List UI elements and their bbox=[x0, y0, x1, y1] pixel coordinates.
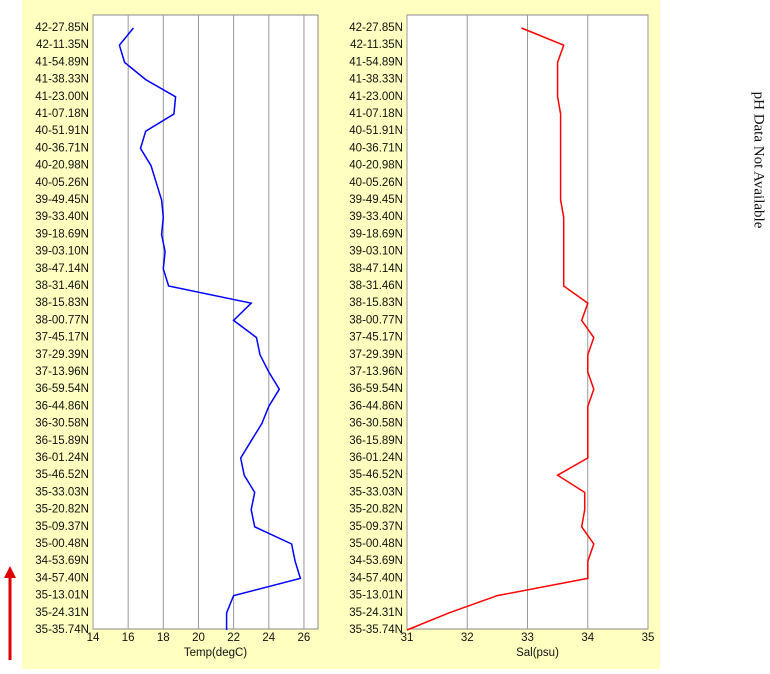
y-tick-label: 38-00.77N bbox=[349, 314, 403, 326]
y-tick-label: 41-23.00N bbox=[349, 91, 403, 103]
y-tick-label: 35-33.03N bbox=[35, 486, 89, 498]
arrow-head bbox=[4, 566, 16, 578]
y-tick-label: 35-09.37N bbox=[349, 521, 403, 533]
y-tick-label: 37-29.39N bbox=[35, 349, 89, 361]
data-line bbox=[406, 27, 595, 631]
y-tick-label: 35-20.82N bbox=[35, 504, 89, 516]
x-tick-label: 35 bbox=[642, 632, 655, 644]
side-note: pH Data Not Available bbox=[751, 92, 767, 229]
y-tick-label: 34-53.69N bbox=[349, 555, 403, 567]
y-tick-label: 41-38.33N bbox=[35, 74, 89, 86]
y-tick-label: 35-24.31N bbox=[349, 607, 403, 619]
y-tick-label: 39-03.10N bbox=[35, 246, 89, 258]
y-tick-label: 41-38.33N bbox=[349, 74, 403, 86]
y-tick-label: 41-07.18N bbox=[349, 108, 403, 120]
x-tick-label: 20 bbox=[192, 632, 205, 644]
y-tick-label: 38-15.83N bbox=[35, 297, 89, 309]
y-tick-label: 35-33.03N bbox=[349, 486, 403, 498]
y-tick-label: 35-00.48N bbox=[35, 538, 89, 550]
x-tick-label: 33 bbox=[521, 632, 534, 644]
y-tick-label: 40-36.71N bbox=[35, 142, 89, 154]
y-tick-label: 35-46.52N bbox=[349, 469, 403, 481]
y-tick-label: 37-45.17N bbox=[35, 332, 89, 344]
y-tick-label: 37-13.96N bbox=[35, 366, 89, 378]
y-tick-label: 36-59.54N bbox=[35, 383, 89, 395]
y-tick-label: 40-20.98N bbox=[349, 160, 403, 172]
x-axis-title: Temp(degC) bbox=[184, 647, 247, 659]
y-tick-label: 37-13.96N bbox=[349, 366, 403, 378]
y-tick-label: 37-45.17N bbox=[349, 332, 403, 344]
y-tick-label: 38-15.83N bbox=[349, 297, 403, 309]
y-tick-label: 36-01.24N bbox=[349, 452, 403, 464]
y-tick-label: 36-15.89N bbox=[349, 435, 403, 447]
y-tick-label: 38-31.46N bbox=[35, 280, 89, 292]
y-tick-label: 34-53.69N bbox=[35, 555, 89, 567]
y-tick-label: 38-31.46N bbox=[349, 280, 403, 292]
y-tick-label: 39-49.45N bbox=[349, 194, 403, 206]
y-tick-label: 36-44.86N bbox=[35, 400, 89, 412]
y-tick-label: 38-00.77N bbox=[35, 314, 89, 326]
x-tick-label: 18 bbox=[157, 632, 170, 644]
y-tick-label: 40-36.71N bbox=[349, 142, 403, 154]
y-tick-label: 37-29.39N bbox=[349, 349, 403, 361]
y-tick-label: 42-27.85N bbox=[349, 22, 403, 34]
y-tick-label: 42-27.85N bbox=[35, 22, 89, 34]
y-tick-label: 40-51.91N bbox=[349, 125, 403, 137]
y-tick-label: 36-15.89N bbox=[35, 435, 89, 447]
y-tick-label: 38-47.14N bbox=[349, 263, 403, 275]
y-tick-label: 38-47.14N bbox=[35, 263, 89, 275]
y-tick-label: 35-09.37N bbox=[35, 521, 89, 533]
plot-area bbox=[92, 14, 319, 630]
y-tick-label: 35-35.74N bbox=[349, 624, 403, 636]
x-tick-label: 32 bbox=[461, 632, 474, 644]
y-tick-label: 36-30.58N bbox=[35, 418, 89, 430]
y-tick-label: 36-44.86N bbox=[349, 400, 403, 412]
x-tick-label: 31 bbox=[401, 632, 414, 644]
y-tick-label: 41-23.00N bbox=[35, 91, 89, 103]
y-tick-label: 39-03.10N bbox=[349, 246, 403, 258]
x-tick-label: 14 bbox=[87, 632, 100, 644]
y-tick-label: 39-33.40N bbox=[35, 211, 89, 223]
y-tick-label: 36-30.58N bbox=[349, 418, 403, 430]
y-tick-label: 35-13.01N bbox=[35, 590, 89, 602]
y-tick-label: 35-20.82N bbox=[349, 504, 403, 516]
y-tick-label: 42-11.35N bbox=[36, 39, 89, 51]
x-tick-label: 26 bbox=[298, 632, 311, 644]
y-tick-label: 34-57.40N bbox=[35, 572, 89, 584]
x-tick-label: 22 bbox=[227, 632, 240, 644]
y-tick-label: 41-54.89N bbox=[35, 56, 89, 68]
x-tick-label: 34 bbox=[581, 632, 594, 644]
y-tick-label: 40-51.91N bbox=[35, 125, 89, 137]
y-tick-label: 36-01.24N bbox=[35, 452, 89, 464]
y-tick-label: 40-05.26N bbox=[35, 177, 89, 189]
y-tick-label: 40-20.98N bbox=[35, 160, 89, 172]
y-tick-label: 36-59.54N bbox=[349, 383, 403, 395]
y-tick-label: 35-00.48N bbox=[349, 538, 403, 550]
y-tick-label: 40-05.26N bbox=[349, 177, 403, 189]
y-tick-label: 42-11.35N bbox=[350, 39, 403, 51]
y-tick-label: 35-13.01N bbox=[349, 590, 403, 602]
y-tick-label: 39-18.69N bbox=[35, 228, 89, 240]
y-tick-label: 35-35.74N bbox=[35, 624, 89, 636]
y-tick-label: 39-18.69N bbox=[349, 228, 403, 240]
y-tick-label: 39-33.40N bbox=[349, 211, 403, 223]
y-tick-label: 41-07.18N bbox=[35, 108, 89, 120]
y-tick-label: 41-54.89N bbox=[349, 56, 403, 68]
x-tick-label: 24 bbox=[262, 632, 275, 644]
y-tick-label: 35-24.31N bbox=[35, 607, 89, 619]
y-tick-label: 39-49.45N bbox=[35, 194, 89, 206]
y-tick-label: 34-57.40N bbox=[349, 572, 403, 584]
x-tick-label: 16 bbox=[122, 632, 135, 644]
y-tick-label: 35-46.52N bbox=[35, 469, 89, 481]
data-line bbox=[118, 27, 302, 630]
x-axis-title: Sal(psu) bbox=[516, 647, 559, 659]
